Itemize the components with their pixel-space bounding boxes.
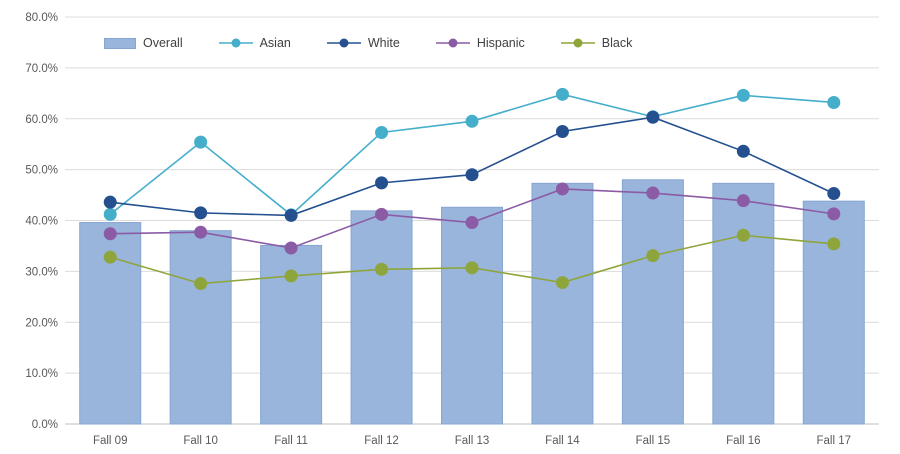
point-black-fall-13[interactable] [465, 261, 479, 275]
point-white-fall-17[interactable] [827, 187, 841, 201]
x-tick-label: Fall 17 [817, 435, 852, 447]
point-black-fall-09[interactable] [103, 250, 117, 264]
point-black-fall-11[interactable] [284, 269, 298, 283]
y-tick-label: 10.0% [25, 368, 58, 380]
point-white-fall-13[interactable] [465, 168, 479, 182]
point-asian-fall-12[interactable] [375, 125, 389, 139]
point-asian-fall-16[interactable] [736, 88, 750, 102]
line-series-hispanic [103, 182, 841, 255]
bar-fall-14[interactable] [531, 182, 594, 425]
legend-label: Black [601, 35, 633, 50]
point-black-fall-15[interactable] [646, 249, 660, 263]
legend-line-marker [560, 38, 595, 48]
x-tick-label: Fall 15 [636, 435, 671, 447]
y-tick-label: 80.0% [25, 12, 58, 24]
line-series-black [103, 228, 841, 291]
x-axis-labels: Fall 09 Fall 10 Fall 11 Fall 12 Fall 13 Fall … [93, 435, 851, 447]
legend-item-overall[interactable]: Overall [104, 37, 183, 50]
legend-item-asian[interactable]: Asian [218, 35, 291, 50]
point-asian-fall-14[interactable] [555, 87, 569, 101]
legend-item-hispanic[interactable]: Hispanic [435, 35, 525, 50]
point-black-fall-14[interactable] [555, 276, 569, 290]
point-hispanic-fall-14[interactable] [555, 182, 569, 196]
y-tick-label: 60.0% [25, 114, 58, 126]
point-hispanic-fall-12[interactable] [375, 207, 389, 221]
point-asian-fall-13[interactable] [465, 114, 479, 128]
y-tick-label: 70.0% [25, 63, 58, 75]
point-white-fall-14[interactable] [555, 124, 569, 138]
point-white-fall-12[interactable] [375, 176, 389, 190]
legend-item-black[interactable]: Black [560, 35, 633, 50]
point-asian-fall-09[interactable] [103, 207, 117, 221]
point-black-fall-10[interactable] [194, 277, 208, 291]
x-tick-label: Fall 10 [183, 435, 218, 447]
point-hispanic-fall-15[interactable] [646, 186, 660, 200]
point-white-fall-10[interactable] [194, 206, 208, 220]
point-white-fall-09[interactable] [103, 195, 117, 209]
legend-line-marker [218, 38, 253, 48]
x-tick-label: Fall 14 [545, 435, 580, 447]
legend-label: White [367, 35, 400, 50]
y-tick-label: 50.0% [25, 165, 58, 177]
bar-fall-13[interactable] [441, 206, 503, 425]
bar-fall-10[interactable] [169, 230, 232, 425]
point-hispanic-fall-09[interactable] [103, 227, 117, 241]
point-black-fall-17[interactable] [827, 237, 841, 251]
y-tick-label: 20.0% [25, 317, 58, 329]
point-white-fall-15[interactable] [646, 110, 660, 124]
point-hispanic-fall-16[interactable] [736, 194, 750, 208]
y-tick-label: 40.0% [25, 216, 58, 228]
point-black-fall-16[interactable] [736, 228, 750, 242]
bar-fall-12[interactable] [350, 210, 413, 425]
x-tick-label: Fall 12 [364, 435, 399, 447]
bar-fall-17[interactable] [802, 200, 865, 425]
legend-label: Hispanic [476, 35, 525, 50]
y-tick-label: 30.0% [25, 266, 58, 278]
x-tick-label: Fall 09 [93, 435, 128, 447]
legend-label: Overall [143, 35, 183, 50]
legend-item-white[interactable]: White [326, 35, 400, 50]
chart-legend: Overall Asian White Hispanic Black [104, 35, 632, 51]
point-white-fall-16[interactable] [736, 144, 750, 158]
y-axis-labels: 0.0% 10.0% 20.0% 30.0% 40.0% 50.0% 60.0% 70.0% 8… [25, 12, 58, 431]
point-hispanic-fall-11[interactable] [284, 241, 298, 255]
legend-bar-swatch [104, 37, 136, 49]
bar-fall-16[interactable] [712, 182, 775, 425]
legend-label: Asian [259, 35, 291, 50]
x-tick-label: Fall 13 [455, 435, 490, 447]
point-hispanic-fall-17[interactable] [827, 207, 841, 221]
point-hispanic-fall-13[interactable] [465, 216, 479, 230]
x-tick-label: Fall 11 [274, 435, 308, 447]
point-asian-fall-17[interactable] [827, 95, 841, 109]
line-series-white [103, 110, 841, 222]
point-white-fall-11[interactable] [284, 208, 298, 222]
point-black-fall-12[interactable] [375, 262, 389, 276]
point-asian-fall-10[interactable] [194, 135, 208, 149]
y-tick-label: 0.0% [32, 419, 58, 431]
point-hispanic-fall-10[interactable] [194, 225, 208, 239]
x-tick-label: Fall 16 [726, 435, 761, 447]
legend-line-marker [326, 38, 361, 48]
legend-line-marker [435, 38, 470, 48]
bar-fall-15[interactable] [621, 179, 684, 425]
